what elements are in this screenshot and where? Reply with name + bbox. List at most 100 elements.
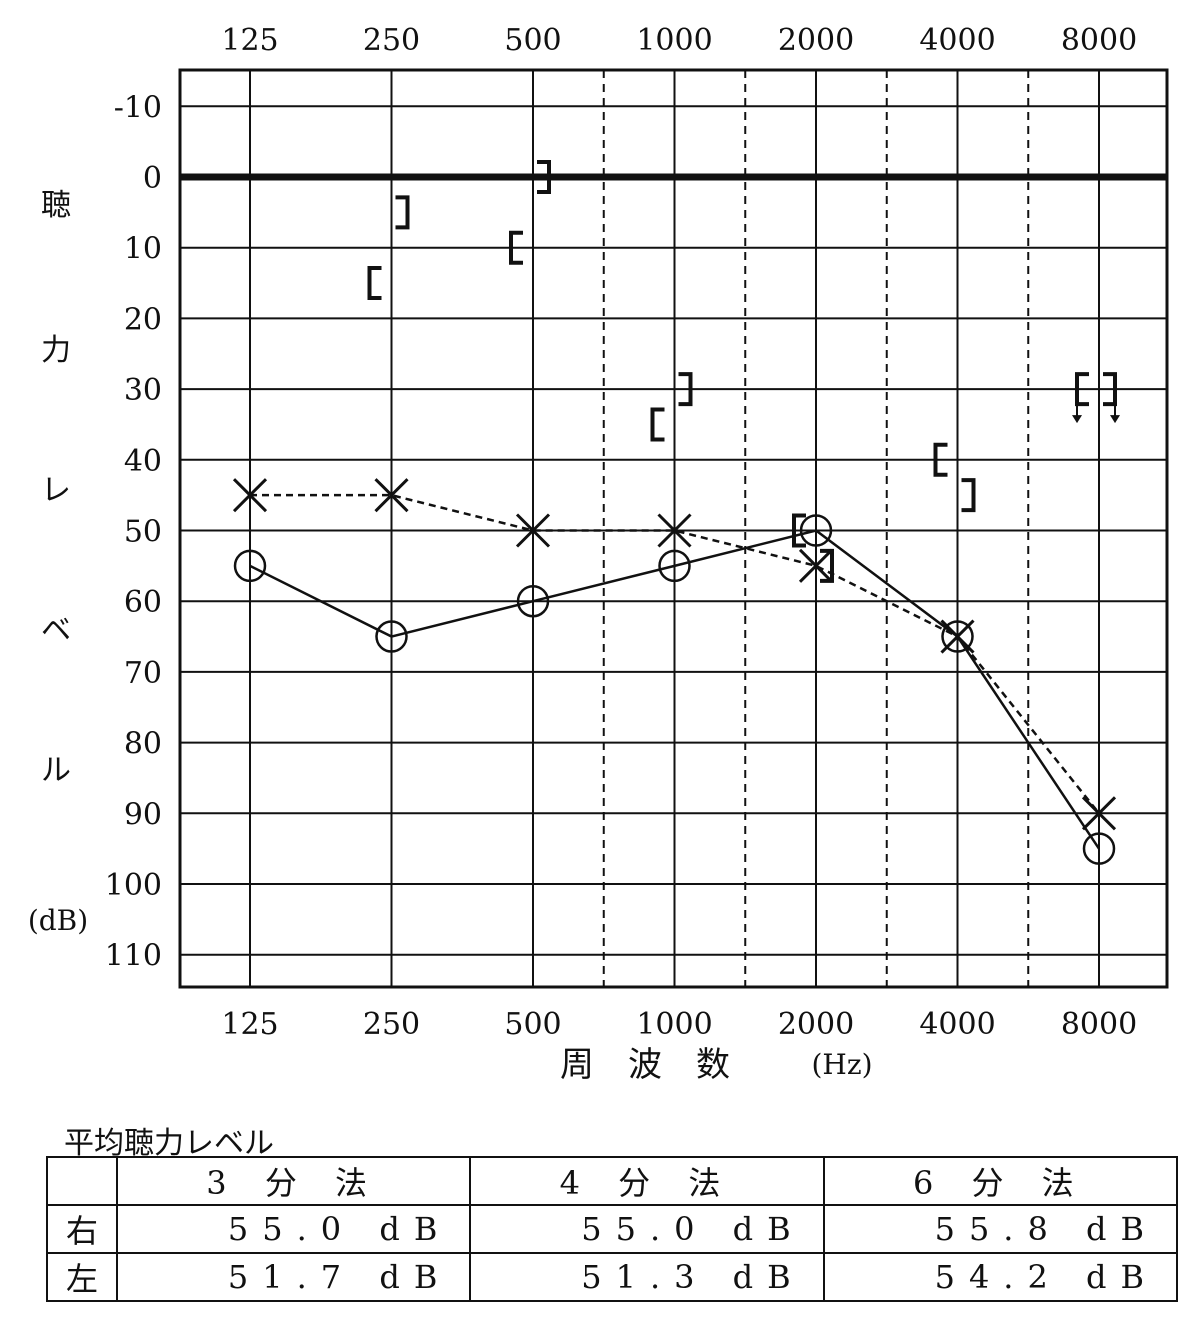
bracket-marker bbox=[367, 266, 382, 301]
average-row-right: 右 55.0 dB 55.0 dB 55.8 dB bbox=[46, 1204, 1179, 1254]
cross-stroke bbox=[940, 619, 975, 654]
x-tick-label-bottom: 125 bbox=[221, 1007, 278, 1042]
cross-stroke bbox=[374, 478, 409, 513]
cross-stroke bbox=[515, 513, 551, 548]
bracket-stroke bbox=[792, 513, 806, 548]
cross-marker bbox=[515, 513, 551, 548]
bracket-stroke bbox=[933, 442, 948, 477]
cross-marker bbox=[798, 548, 834, 583]
bracket-stroke bbox=[367, 266, 382, 301]
cross-marker bbox=[1081, 796, 1117, 831]
axis-titles: 聴力レベル (dB) 周 波 数 (Hz) bbox=[28, 188, 873, 1085]
bracket-stroke bbox=[1103, 372, 1117, 407]
x-tick-label-top: 8000 bbox=[1061, 23, 1137, 58]
x-tick-label-bottom: 250 bbox=[363, 1007, 420, 1042]
circle-marker bbox=[233, 549, 267, 583]
bracket-stroke bbox=[678, 372, 693, 407]
y-tick-label: 110 bbox=[105, 939, 162, 974]
circle-marker bbox=[799, 514, 833, 547]
circle-marker bbox=[375, 620, 408, 653]
row-label-left: 左 bbox=[46, 1252, 118, 1302]
y-tick-label: 50 bbox=[124, 515, 162, 550]
bracket-marker bbox=[961, 478, 976, 513]
y-axis-title-char: 聴 bbox=[41, 188, 71, 223]
y-axis-title-char: 力 bbox=[41, 333, 71, 368]
x-tick-label-top: 1000 bbox=[636, 23, 712, 58]
bracket-marker bbox=[537, 160, 551, 194]
no-response-arrowhead bbox=[1072, 415, 1082, 424]
cross-stroke bbox=[657, 513, 692, 548]
x-tick-label-bottom: 4000 bbox=[919, 1007, 995, 1042]
bracket-marker bbox=[395, 195, 410, 230]
x-tick-label-top: 2000 bbox=[778, 23, 854, 58]
no-response-arrowhead bbox=[1110, 415, 1120, 424]
bracket-stroke bbox=[537, 160, 551, 194]
y-axis-title-char: ベ bbox=[41, 613, 71, 648]
audiogram-chart: -10 0 10 20 30 40 50 60 70 80 90 100 110 125 125 250 250… bbox=[28, 23, 1169, 1085]
bracket-marker bbox=[933, 442, 948, 477]
y-tick-label: 20 bbox=[124, 302, 162, 337]
x-tick-label-top: 4000 bbox=[919, 23, 995, 58]
bracket-stroke bbox=[1075, 372, 1089, 407]
cross-marker bbox=[374, 478, 409, 513]
cross-stroke bbox=[798, 548, 834, 583]
bracket-stroke bbox=[395, 195, 410, 230]
average-header-row: 3 分 法 4 分 法 6 分 法 bbox=[46, 1156, 1179, 1206]
circle-marker bbox=[516, 584, 550, 618]
right-3-method: 55.0 dB bbox=[115, 1204, 472, 1254]
average-table: 3 分 法 4 分 法 6 分 法 右 55.0 dB 55.0 dB 55.8… bbox=[46, 1156, 1179, 1302]
y-tick-label: 100 bbox=[105, 868, 162, 903]
row-label-right: 右 bbox=[46, 1204, 118, 1254]
left-6-method: 54.2 dB bbox=[822, 1252, 1179, 1302]
x-tick-label-top: 250 bbox=[363, 23, 420, 58]
y-tick-label: 80 bbox=[124, 727, 162, 762]
x-tick-label-top: 500 bbox=[504, 23, 561, 58]
bracket-marker bbox=[792, 513, 806, 548]
grid bbox=[178, 68, 1169, 989]
y-axis-title-char: ル bbox=[41, 753, 71, 788]
circle-marker bbox=[658, 549, 691, 583]
y-tick-label: 40 bbox=[124, 444, 162, 479]
series-layer bbox=[232, 160, 1120, 865]
x-axis-title: 周 波 数 bbox=[560, 1045, 730, 1085]
bracket-marker bbox=[1072, 372, 1089, 424]
x-tick-label-bottom: 2000 bbox=[778, 1007, 854, 1042]
bracket-stroke bbox=[650, 407, 665, 442]
bracket-marker bbox=[820, 548, 834, 583]
bracket-stroke bbox=[820, 548, 834, 583]
cross-stroke bbox=[1081, 796, 1117, 831]
y-tick-label: -10 bbox=[114, 90, 162, 125]
x-tick-label-bottom: 1000 bbox=[636, 1007, 712, 1042]
y-tick-label: 70 bbox=[124, 656, 162, 691]
y-tick-label: 90 bbox=[124, 797, 162, 832]
x-axis-unit: (Hz) bbox=[811, 1048, 872, 1081]
x-tick-label-bottom: 8000 bbox=[1061, 1007, 1137, 1042]
bracket-marker bbox=[678, 372, 693, 407]
circle-marker bbox=[1082, 832, 1116, 865]
y-tick-label: 30 bbox=[124, 373, 162, 408]
cross-marker bbox=[940, 619, 975, 654]
tick-labels: -10 0 10 20 30 40 50 60 70 80 90 100 110 125 125 250 250… bbox=[105, 23, 1137, 1042]
bracket-stroke bbox=[509, 230, 523, 265]
y-tick-label: 60 bbox=[124, 585, 162, 620]
header-3-method: 3 分 法 bbox=[115, 1156, 472, 1206]
cross-marker bbox=[657, 513, 692, 548]
cross-stroke bbox=[232, 478, 268, 513]
left-4-method: 51.3 dB bbox=[469, 1252, 825, 1302]
y-tick-label: 0 bbox=[143, 161, 162, 196]
x-tick-label-top: 125 bbox=[221, 23, 278, 58]
average-row-left: 左 51.7 dB 51.3 dB 54.2 dB bbox=[46, 1252, 1179, 1302]
y-axis-title-char: レ bbox=[41, 473, 71, 508]
right-4-method: 55.0 dB bbox=[469, 1204, 825, 1254]
header-6-method: 6 分 法 bbox=[822, 1156, 1179, 1206]
bracket-stroke bbox=[961, 478, 976, 513]
header-blank bbox=[46, 1156, 118, 1206]
left-3-method: 51.7 dB bbox=[115, 1252, 472, 1302]
x-tick-label-bottom: 500 bbox=[504, 1007, 561, 1042]
header-4-method: 4 分 法 bbox=[469, 1156, 825, 1206]
y-tick-label: 10 bbox=[124, 232, 162, 267]
average-title: 平均聴力レベル bbox=[64, 1126, 274, 1161]
bracket-marker bbox=[509, 230, 523, 265]
circle-marker bbox=[941, 620, 974, 653]
bracket-marker bbox=[1103, 372, 1120, 424]
